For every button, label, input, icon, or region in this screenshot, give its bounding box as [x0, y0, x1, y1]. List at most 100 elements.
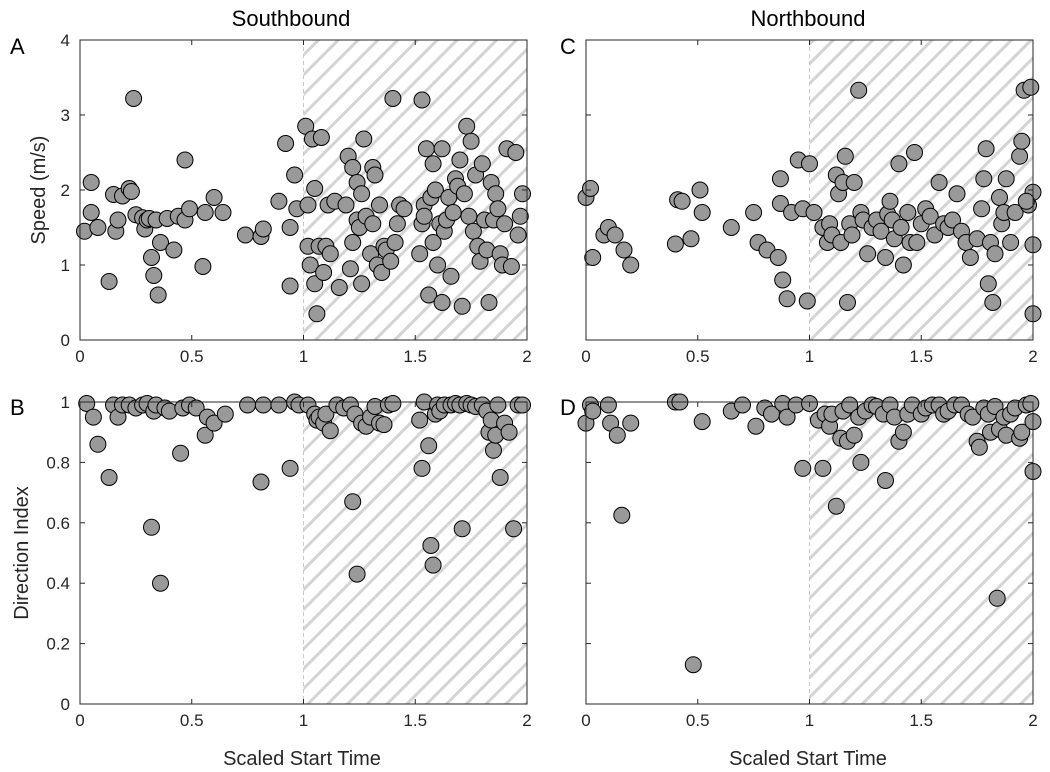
data-point — [500, 423, 518, 441]
data-point — [682, 230, 700, 248]
data-point — [988, 589, 1006, 607]
data-point — [344, 234, 362, 251]
panel-label: C — [560, 34, 576, 59]
data-point — [491, 469, 509, 486]
data-point — [485, 441, 502, 459]
data-point — [373, 264, 391, 281]
data-point — [84, 408, 102, 426]
y-axis-label: Speed (m/s) — [28, 136, 50, 245]
data-point — [505, 520, 523, 538]
data-point — [877, 249, 894, 266]
data-point — [961, 249, 979, 266]
data-point — [417, 140, 435, 158]
data-point — [984, 294, 1002, 311]
data-point — [196, 426, 214, 444]
data-point — [143, 518, 160, 536]
data-point — [429, 256, 447, 274]
data-point — [348, 565, 366, 583]
title-northbound: Northbound — [751, 6, 866, 31]
data-point — [771, 170, 789, 188]
data-point — [794, 459, 812, 477]
data-point — [1017, 192, 1035, 210]
data-point — [395, 200, 413, 218]
data-point — [317, 405, 335, 423]
data-point — [299, 196, 317, 214]
y-axis-label: Direction Index — [11, 486, 33, 619]
x-tick-label: 0 — [581, 347, 590, 366]
data-point — [321, 422, 339, 440]
y-tick-label: 3 — [61, 106, 70, 125]
data-point — [270, 396, 288, 414]
y-tick-label: 0.4 — [46, 574, 70, 593]
data-point — [684, 656, 702, 674]
data-point — [511, 207, 529, 225]
data-point — [252, 473, 270, 491]
y-tick-label: 4 — [61, 31, 70, 50]
data-point — [366, 166, 384, 184]
data-point — [859, 245, 877, 263]
data-point — [433, 294, 451, 311]
data-point — [691, 181, 709, 199]
data-point — [507, 144, 525, 161]
data-point — [371, 196, 388, 214]
x-tick-label: 1 — [805, 711, 814, 730]
data-point — [433, 140, 451, 158]
data-point — [894, 423, 912, 441]
data-point — [415, 207, 433, 225]
data-point — [970, 438, 988, 456]
x-tick-label: 0 — [75, 347, 84, 366]
data-point — [845, 426, 863, 444]
data-point — [606, 226, 624, 244]
panel-label: A — [10, 34, 25, 59]
x-tick-label: 2 — [522, 347, 531, 366]
x-tick-label: 0.5 — [686, 347, 710, 366]
panel-c: 0 0.5 1 1.5 2 C — [560, 34, 1042, 366]
x-tick-label: 0.5 — [180, 347, 204, 366]
data-point — [930, 174, 948, 191]
x-tick-label: 0 — [581, 711, 590, 730]
data-point — [608, 426, 626, 444]
data-point — [205, 414, 223, 432]
data-point — [100, 273, 118, 290]
data-point — [254, 220, 272, 238]
data-point — [722, 219, 740, 236]
data-point — [1002, 234, 1020, 251]
data-point — [841, 396, 859, 414]
data-point — [78, 395, 96, 412]
data-point — [382, 252, 400, 270]
data-point — [693, 204, 711, 221]
data-point — [355, 130, 373, 148]
data-point — [337, 196, 355, 214]
data-point — [734, 396, 751, 414]
data-point — [673, 192, 691, 210]
data-point — [973, 200, 991, 218]
data-point — [926, 226, 944, 244]
data-point — [798, 292, 816, 310]
data-point — [172, 444, 190, 462]
data-point — [196, 204, 214, 221]
data-point — [451, 151, 469, 169]
data-point — [125, 90, 143, 107]
y-tick-label: 0.6 — [46, 514, 70, 533]
data-point — [270, 192, 288, 210]
x-tick-label: 1.5 — [403, 347, 427, 366]
data-point — [424, 155, 442, 173]
data-point — [344, 159, 362, 176]
xlabel-left: Scaled Start Time — [223, 748, 381, 770]
x-tick-label: 1 — [805, 347, 814, 366]
x-tick-label: 1.5 — [909, 347, 933, 366]
data-point — [997, 170, 1015, 188]
x-tick-label: 0.5 — [180, 711, 204, 730]
data-point — [693, 413, 711, 431]
data-point — [814, 459, 832, 477]
y-tick-label: 1 — [61, 393, 70, 412]
data-point — [584, 402, 602, 420]
data-point — [89, 219, 107, 236]
data-point — [301, 256, 319, 274]
data-point — [82, 174, 100, 191]
data-point — [890, 155, 908, 173]
data-point — [584, 249, 602, 266]
data-point — [839, 294, 856, 311]
data-point — [986, 245, 1004, 263]
data-point — [843, 226, 861, 244]
